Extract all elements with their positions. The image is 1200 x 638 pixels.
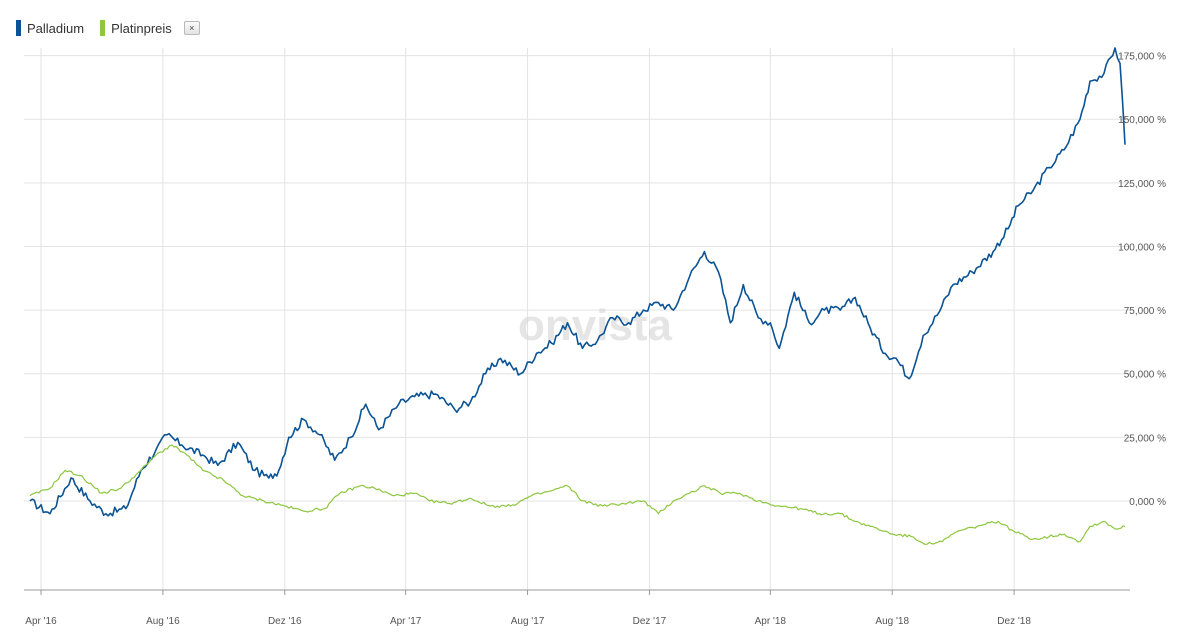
watermark-logo: onvista [518, 301, 673, 350]
x-tick-label: Apr '18 [755, 616, 787, 627]
x-tick-label: Aug '17 [511, 616, 545, 627]
y-tick-label: 0,000 % [1129, 497, 1166, 508]
y-tick-label: 125,000 % [1118, 179, 1166, 190]
x-tick-label: Dez '16 [268, 616, 302, 627]
series-line-palladium [29, 47, 1126, 517]
y-tick-label: 25,000 % [1124, 433, 1166, 444]
y-tick-label: 150,000 % [1118, 115, 1166, 126]
legend-label-palladium: Palladium [27, 20, 85, 36]
x-tick-label: Aug '16 [146, 616, 180, 627]
x-tick-label: Dez '18 [997, 616, 1031, 627]
close-icon[interactable]: × [183, 21, 200, 35]
legend-swatch-platinpreis [100, 20, 106, 36]
x-tick-label: Dez '17 [633, 616, 667, 627]
x-tick-label: Aug '18 [875, 616, 909, 627]
x-tick-label: Apr '17 [390, 616, 422, 627]
legend-swatch-palladium [16, 20, 21, 36]
chart-axes: 0,000 % 25,000 % 50,000 % 75,000 % 100,000 %… [24, 52, 1166, 627]
x-tick-label: Apr '16 [25, 616, 57, 627]
legend-label-platinpreis: Platinpreis [111, 20, 172, 36]
chart-legend: Palladium Platinpreis × [16, 18, 200, 38]
series-line-platinpreis [29, 444, 1126, 545]
y-tick-label: 75,000 % [1124, 306, 1166, 317]
legend-item-palladium[interactable]: Palladium [16, 20, 84, 36]
y-tick-label: 100,000 % [1118, 242, 1166, 253]
legend-item-platinpreis[interactable]: Platinpreis [100, 20, 172, 36]
chart-grid [24, 48, 1130, 590]
y-tick-label: 50,000 % [1124, 370, 1166, 381]
y-tick-label: 175,000 % [1118, 52, 1166, 63]
chart-series [29, 47, 1126, 545]
